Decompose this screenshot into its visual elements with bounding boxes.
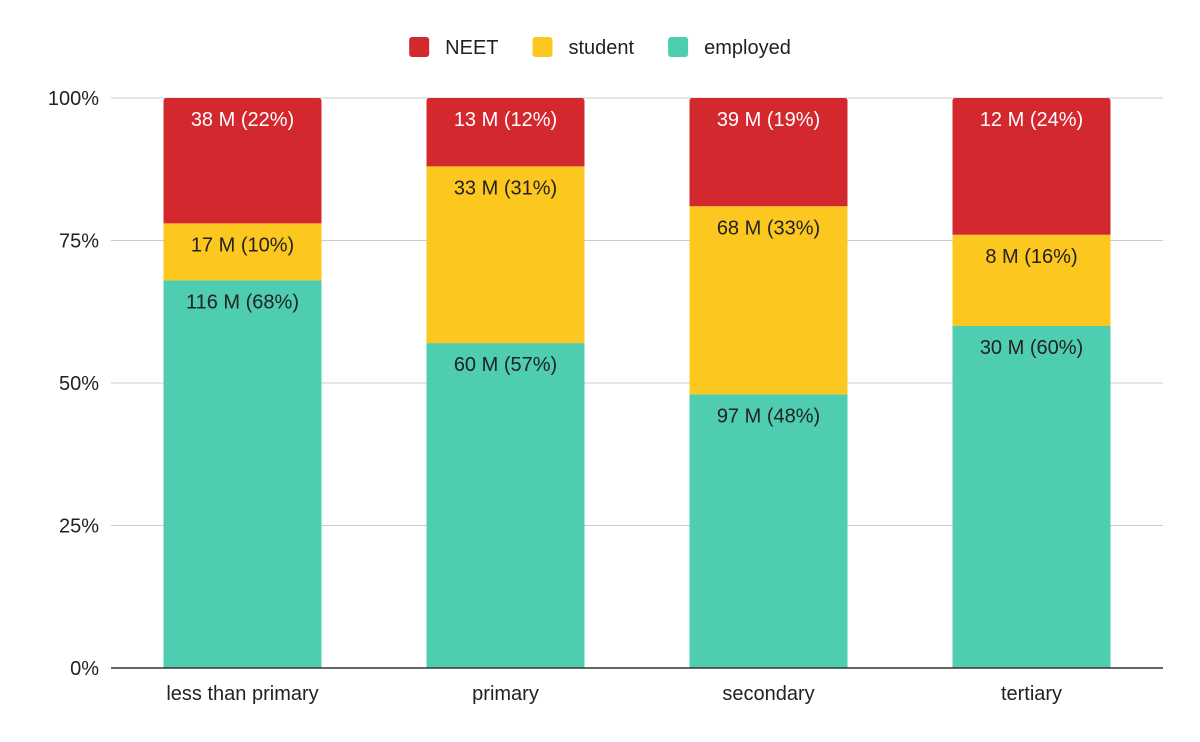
data-label-neet-primary: 13 M (12%) <box>454 109 557 131</box>
legend-label-employed: employed <box>704 37 791 59</box>
bar-student-less-than-primary <box>163 223 322 281</box>
data-label-student-less-than-primary: 17 M (10%) <box>191 234 294 256</box>
x-axis-category-labels: less than primary primary secondary tertiar… <box>166 683 1062 705</box>
data-label-student-primary: 33 M (31%) <box>454 177 557 199</box>
legend-label-neet: NEET <box>445 37 498 59</box>
bar-student-tertiary <box>952 234 1111 326</box>
y-tick-label: 0% <box>70 658 99 680</box>
bar-neet-secondary <box>689 98 848 207</box>
x-category-label-primary: primary <box>472 683 539 705</box>
y-tick-label: 75% <box>59 231 99 253</box>
y-tick-label: 100% <box>48 88 99 110</box>
y-axis-tick-labels: 0% 25% 50% 75% 100% <box>48 88 99 680</box>
bar-employed-tertiary <box>952 326 1111 668</box>
legend-label-student: student <box>569 37 635 59</box>
bar-neet-primary <box>426 98 585 167</box>
data-label-student-secondary: 68 M (33%) <box>717 217 820 239</box>
data-label-student-tertiary: 8 M (16%) <box>985 246 1077 268</box>
x-category-label-tertiary: tertiary <box>1001 683 1062 705</box>
data-label-neet-secondary: 39 M (19%) <box>717 109 820 131</box>
bar-employed-primary <box>426 343 585 668</box>
legend-swatch-student <box>532 37 553 57</box>
y-tick-label: 50% <box>59 373 99 395</box>
bars <box>163 98 1111 668</box>
bar-neet-less-than-primary <box>163 98 322 224</box>
data-label-employed-secondary: 97 M (48%) <box>717 405 820 427</box>
data-label-employed-less-than-primary: 116 M (68%) <box>186 291 299 313</box>
data-labels: 116 M (68%) 17 M (10%) 38 M (22%) 60 M (57%… <box>186 109 1083 427</box>
legend: NEET student employed <box>409 37 791 59</box>
bar-employed-secondary <box>689 394 848 668</box>
data-label-neet-tertiary: 12 M (24%) <box>980 109 1083 131</box>
bar-student-secondary <box>689 206 848 395</box>
x-category-label-less-than-primary: less than primary <box>166 683 318 705</box>
legend-swatch-neet <box>409 37 430 57</box>
data-label-employed-tertiary: 30 M (60%) <box>980 337 1083 359</box>
x-category-label-secondary: secondary <box>722 683 814 705</box>
legend-swatch-employed <box>668 37 689 57</box>
bar-neet-tertiary <box>952 98 1111 235</box>
bar-employed-less-than-primary <box>163 280 322 668</box>
bar-student-primary <box>426 166 585 344</box>
data-label-neet-less-than-primary: 38 M (22%) <box>191 109 294 131</box>
y-tick-label: 25% <box>59 516 99 538</box>
data-label-employed-primary: 60 M (57%) <box>454 354 557 376</box>
